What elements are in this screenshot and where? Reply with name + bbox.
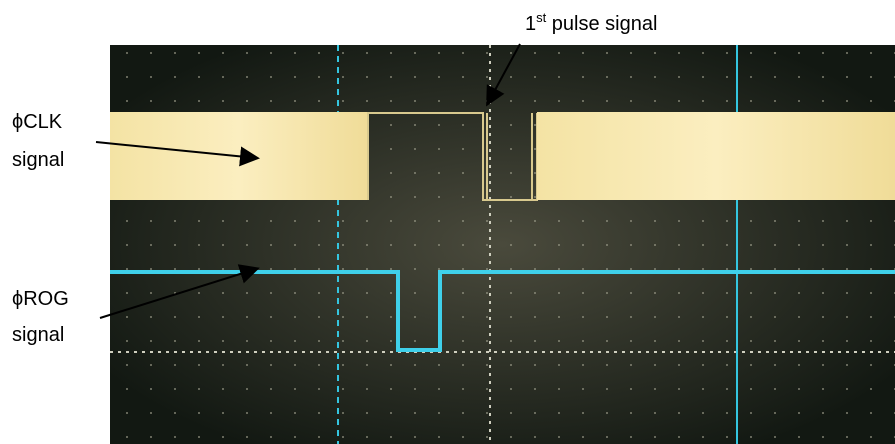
label-part: 1	[525, 13, 536, 35]
clk-label: signal	[12, 149, 64, 171]
label-part: pulse signal	[546, 13, 657, 35]
pulse-label: 1st pulse signal	[525, 10, 657, 35]
clk-label: ϕCLK	[12, 111, 63, 133]
scope-screen	[110, 45, 895, 444]
page: 1st pulse signal ϕCLK signal ϕROG signal	[0, 0, 895, 444]
rog-label: ϕROG	[12, 288, 69, 310]
rog-label: signal	[12, 324, 64, 346]
label-part: st	[536, 10, 547, 25]
